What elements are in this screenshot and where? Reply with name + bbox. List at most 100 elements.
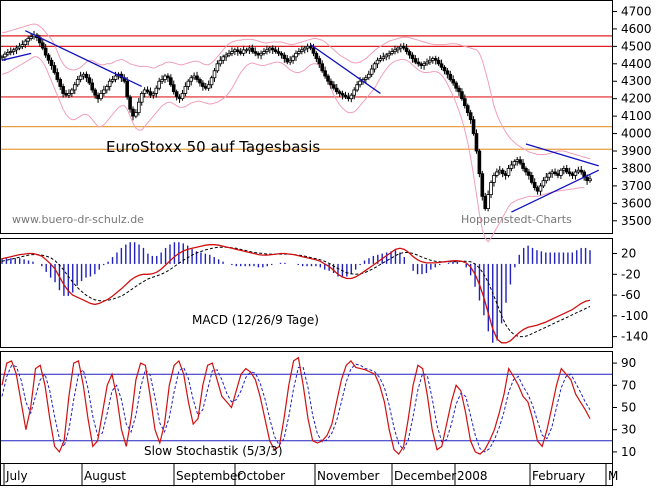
candle-body [221, 56, 226, 61]
y-tick-label: 4000 [621, 127, 652, 141]
candle-body [445, 70, 450, 75]
candle-body [259, 52, 263, 56]
candle-body [550, 171, 554, 175]
candle-body [489, 182, 493, 196]
candle-body [393, 49, 397, 52]
candle-body [358, 80, 362, 86]
candle-body [433, 58, 438, 61]
candle-body [387, 52, 391, 56]
candle-body [311, 47, 316, 54]
candle-body [329, 80, 333, 86]
candle-body [579, 169, 584, 173]
x-tick-label: November [317, 469, 379, 483]
y-axis-ticks: 3500 3600 3700 3800 3900 4000 4100 4200 4300 4400… [612, 4, 652, 459]
y-tick-label: 3600 [621, 196, 652, 210]
candle-body [212, 70, 217, 79]
x-tick-label: M [608, 469, 618, 483]
candle-body [529, 175, 534, 183]
y-tick-label: -20 [621, 267, 641, 281]
candle-body [151, 93, 156, 96]
trend-line [525, 143, 599, 167]
candle-body [567, 171, 572, 175]
candle-body [279, 52, 284, 56]
candle-body [538, 185, 543, 192]
trend-line [25, 30, 143, 88]
candle-body [29, 36, 33, 39]
y-tick-label: 70 [621, 378, 636, 392]
candle-body [495, 171, 499, 176]
candle-body [224, 54, 228, 58]
candle-body [463, 98, 467, 107]
candle-body [160, 79, 164, 82]
candle-body [17, 45, 22, 49]
candle-body [142, 89, 147, 94]
candle-body [355, 84, 359, 91]
candle-body [233, 49, 237, 52]
candle-body [401, 45, 406, 49]
candle-body [282, 54, 287, 59]
trend-line [1, 52, 32, 61]
candle-body [486, 194, 490, 209]
y-tick-label: 4200 [621, 92, 652, 106]
stochastic-k-line [1, 356, 591, 456]
y-tick-label: 4600 [621, 22, 652, 36]
y-tick-label: 3900 [621, 144, 652, 158]
candle-body [291, 56, 295, 61]
candle-body [186, 80, 191, 87]
candle-body [404, 47, 409, 52]
candle-body [364, 77, 368, 80]
candle-body [407, 51, 412, 56]
y-tick-label: 50 [621, 401, 636, 415]
candle-body [215, 63, 220, 72]
candle-body [340, 93, 345, 96]
candle-body [93, 89, 97, 96]
candle-body [521, 162, 525, 169]
candle-body [518, 159, 522, 164]
candle-body [457, 87, 461, 93]
candle-body [183, 86, 188, 94]
y-tick-label: 3700 [621, 179, 652, 193]
candle-body [448, 73, 453, 80]
candle-body [308, 45, 313, 49]
candle-body [576, 169, 581, 173]
bollinger-lower-line [1, 56, 585, 243]
candle-body [465, 105, 470, 114]
candle-body [262, 51, 266, 54]
candle-body [235, 49, 240, 52]
candle-body [439, 63, 444, 68]
y-tick-label: 90 [621, 356, 636, 370]
candle-body [305, 45, 310, 49]
x-tick-label: September [176, 469, 242, 483]
candle-body [154, 87, 159, 94]
candle-body [468, 112, 473, 121]
candle-body [14, 47, 19, 51]
candle-body [102, 89, 106, 94]
candle-body [128, 96, 132, 110]
candle-body [474, 133, 479, 152]
candle-body [553, 171, 557, 175]
x-tick-label: August [84, 469, 126, 483]
candle-body [148, 91, 153, 96]
candle-body [171, 84, 176, 93]
x-tick-label: October [237, 469, 285, 483]
candle-body [460, 91, 464, 100]
candle-body [396, 47, 400, 51]
candle-body [87, 77, 92, 84]
candle-body [527, 171, 531, 176]
candle-body [451, 79, 455, 84]
candle-body [544, 176, 549, 182]
stochastic-title: Slow Stochastik (5/3/3) [144, 444, 283, 458]
candle-body [428, 59, 432, 63]
candle-body [238, 51, 243, 54]
candle-body [285, 58, 290, 63]
candle-body [67, 93, 71, 96]
y-tick-label: 3800 [621, 161, 652, 175]
price-panel [0, 23, 612, 243]
macd-title: MACD (12/26/9 Tage) [192, 313, 319, 327]
candle-body [419, 63, 423, 66]
candle-body [265, 49, 269, 52]
candle-body [177, 96, 182, 100]
candle-body [413, 58, 418, 63]
candle-body [195, 75, 199, 80]
